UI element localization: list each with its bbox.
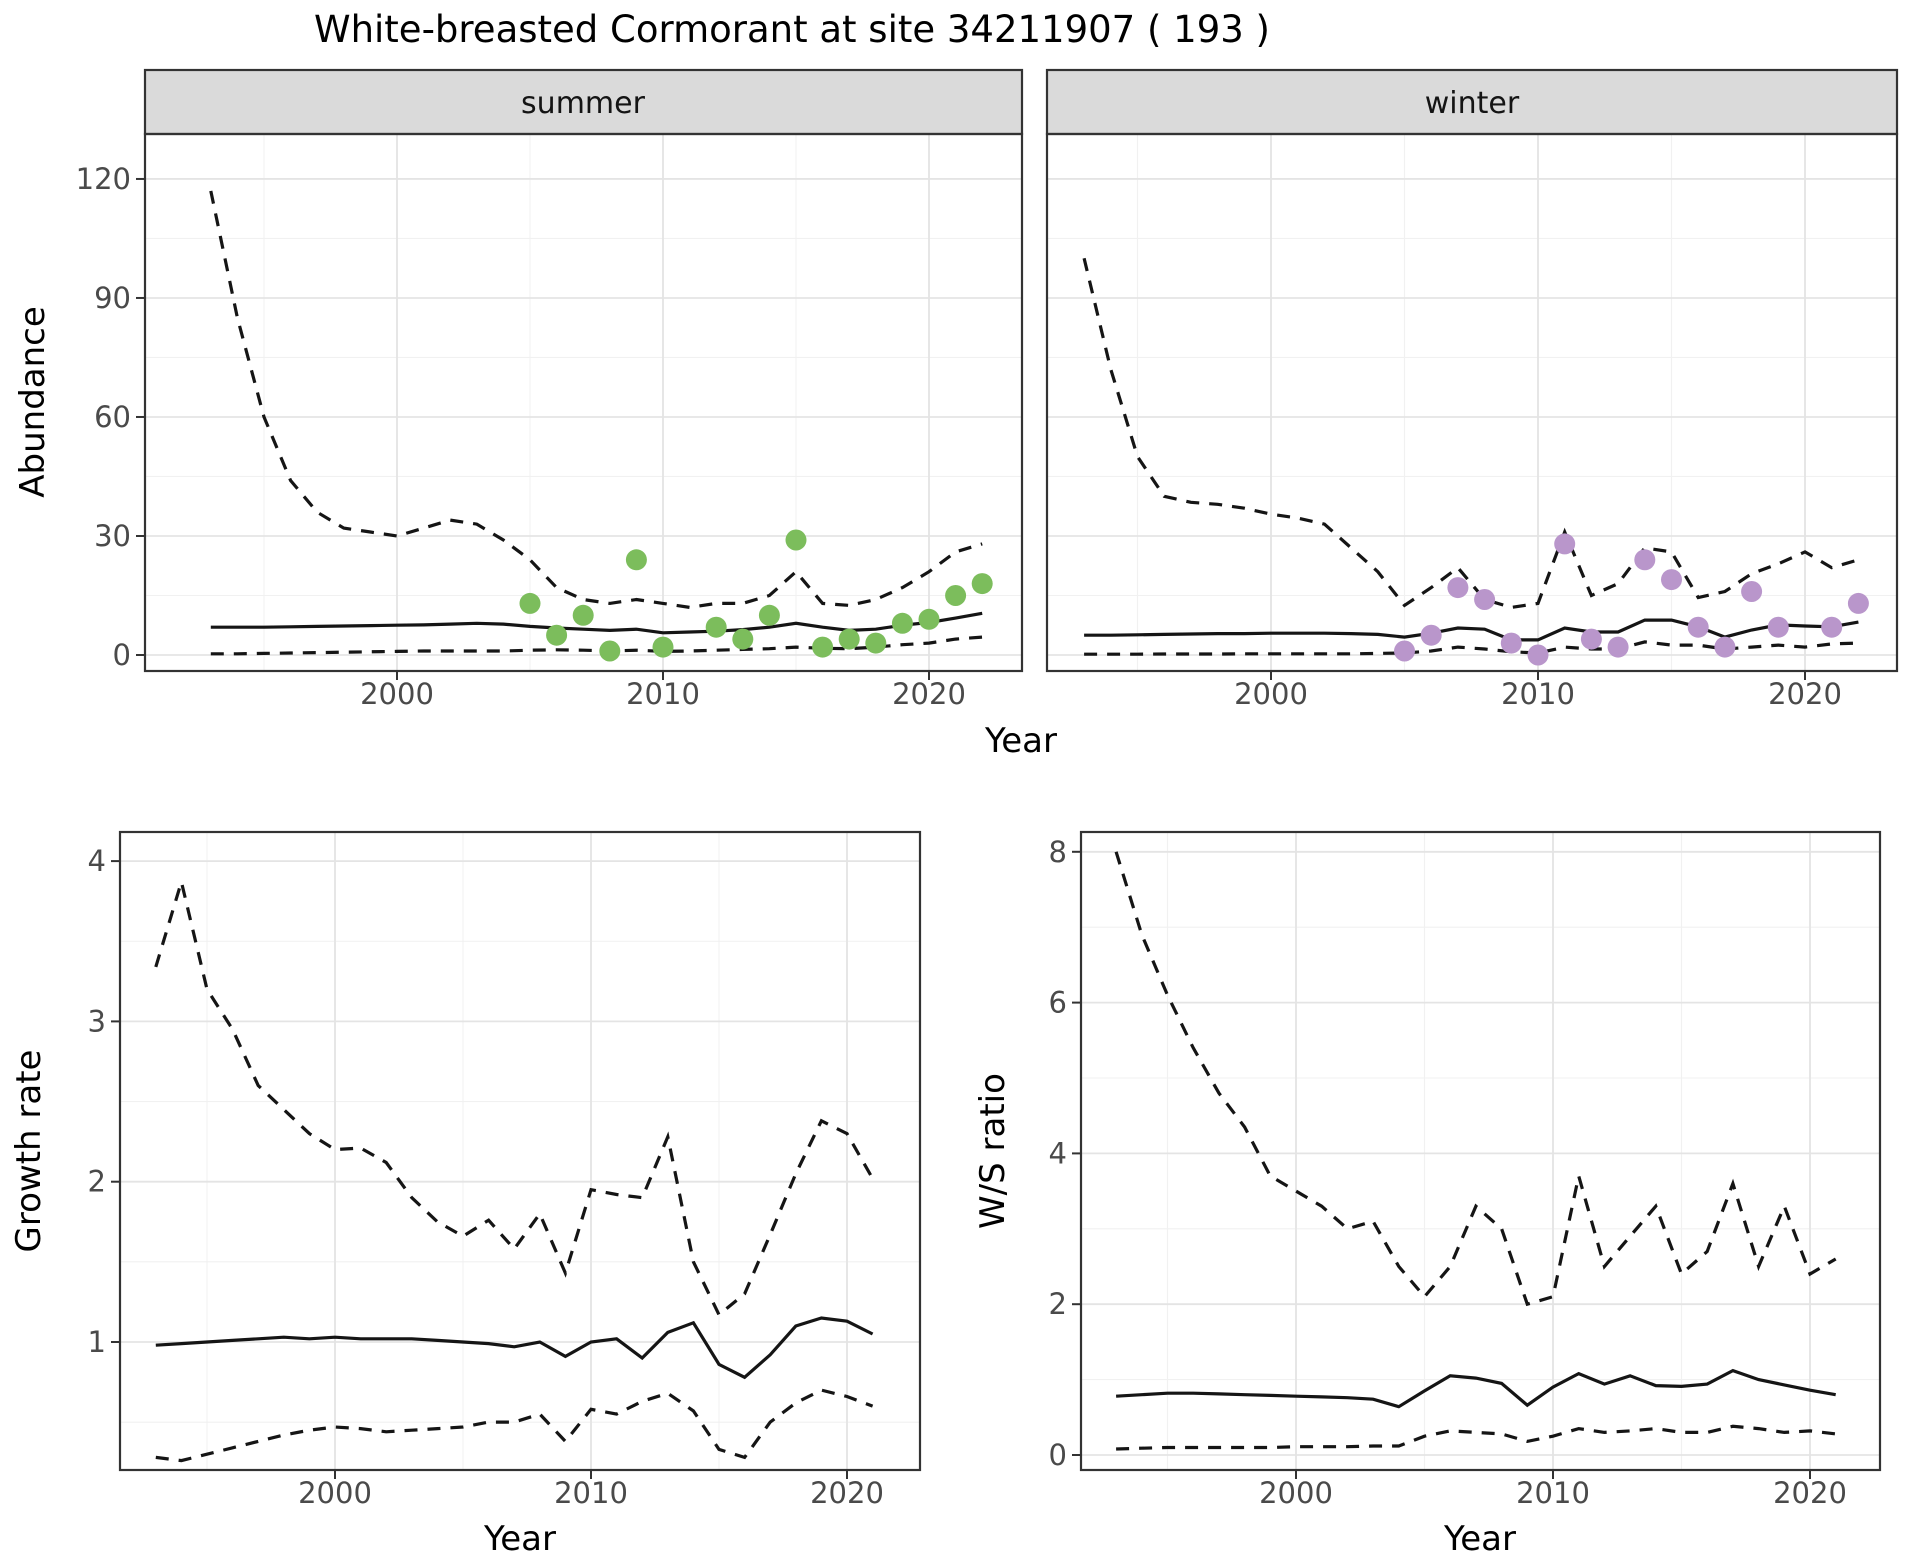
y-axis-tick-label: 6: [1049, 986, 1067, 1020]
y-axis-tick-label: 8: [1049, 835, 1067, 869]
abundance_summer-observation-point: [971, 573, 993, 595]
abundance_winter-observation-point: [1554, 533, 1576, 555]
abundance_summer-observation-point: [572, 604, 594, 626]
growth-year-axis-title: Year: [483, 1519, 556, 1559]
panel-background: [145, 134, 1022, 671]
abundance_winter-observation-point: [1634, 549, 1656, 571]
abundance_summer-observation-point: [838, 628, 860, 650]
x-axis-tick-label: 2020: [1768, 677, 1842, 711]
facet-strip-label-winter: winter: [1425, 86, 1520, 121]
x-axis-tick-label: 2010: [1516, 1476, 1590, 1510]
abundance_summer-observation-point: [732, 628, 754, 650]
y-axis-tick-label: 4: [88, 844, 106, 878]
abundance_winter-series: [1082, 257, 1869, 666]
panel-background: [120, 832, 920, 1470]
top-year-axis-title: Year: [984, 721, 1057, 761]
abundance_winter-observation-point: [1661, 569, 1682, 591]
x-axis-tick-label: 2000: [298, 1476, 372, 1510]
x-axis-tick-label: 2010: [554, 1476, 628, 1510]
abundance_summer-observation-point: [599, 640, 621, 662]
panel-border: [143, 132, 1024, 673]
panel-background: [1081, 832, 1880, 1470]
abundance_winter-observation-point: [1527, 644, 1549, 666]
y-axis-tick-label: 0: [1049, 1438, 1067, 1472]
abundance_summer-observation-point: [945, 585, 967, 606]
x-axis-tick-label: 2000: [1234, 677, 1308, 711]
abundance_winter-observation-point: [1474, 589, 1496, 610]
panel-background: [1047, 134, 1897, 671]
y-axis-tick-label: 1: [88, 1325, 106, 1359]
abundance-axis-title: Abundance: [13, 306, 53, 498]
y-axis-tick-label: 0: [113, 638, 131, 672]
x-axis-tick-label: 2010: [626, 677, 700, 711]
x-axis-tick-label: 2020: [810, 1476, 884, 1510]
y-axis-tick-label: 60: [94, 400, 131, 434]
abundance_winter-median-line: [1084, 618, 1859, 642]
x-axis-tick-label: 2020: [1773, 1476, 1847, 1510]
abundance_winter-upper-ci-line: [1082, 257, 1859, 610]
abundance_summer-observation-point: [705, 616, 727, 638]
abundance_summer-observation-point: [758, 604, 780, 626]
abundance_winter-observation-point: [1607, 636, 1629, 658]
abundance_winter-observation-point: [1447, 577, 1469, 599]
ws_ratio-lower-ci-line: [1116, 1424, 1836, 1451]
growth_rate-lower-ci-line: [155, 1388, 874, 1463]
abundance_summer-panel: 2000 2010 2020 0 30 60 90 120: [76, 68, 1024, 711]
abundance_winter-observation-point: [1500, 632, 1522, 654]
y-axis-tick-label: 30: [94, 519, 131, 553]
y-axis-tick-label: 3: [88, 1004, 106, 1038]
x-axis-tick-label: 2000: [1259, 1476, 1333, 1510]
abundance_summer-observation-point: [625, 549, 647, 571]
y-axis-tick-label: 2: [1049, 1287, 1067, 1321]
abundance_summer-observation-point: [519, 592, 541, 614]
abundance_winter-panel: 2000 2010 2020: [1045, 68, 1899, 711]
y-axis-tick-label: 2: [88, 1165, 106, 1199]
abundance_winter-observation-point: [1420, 624, 1442, 646]
abundance_winter-observation-point: [1714, 636, 1736, 658]
abundance_summer-observation-point: [652, 636, 674, 658]
ws_ratio-series: [1114, 851, 1837, 1451]
abundance_summer-observation-point: [785, 529, 807, 551]
ws-year-axis-title: Year: [1443, 1519, 1516, 1559]
y-axis-tick-label: 90: [94, 281, 131, 315]
abundance_summer-upper-ci-line: [209, 190, 983, 610]
abundance_summer-observation-point: [891, 612, 913, 634]
growth_rate-median-line: [155, 1316, 874, 1380]
x-axis-tick-label: 2010: [1501, 677, 1575, 711]
abundance_winter-observation-point: [1741, 581, 1763, 602]
abundance_winter-observation-point: [1767, 616, 1789, 638]
abundance_winter-observation-point: [1687, 616, 1709, 638]
facet-strip: [143, 68, 1024, 136]
abundance_summer-series: [209, 190, 993, 662]
abundance_summer-observation-point: [918, 608, 940, 630]
chart-title: White-breasted Cormorant at site 3421190…: [314, 8, 1270, 51]
panel-border: [1079, 830, 1882, 1472]
abundance_summer-observation-point: [812, 636, 834, 658]
growth_rate-upper-ci-line: [154, 875, 874, 1318]
abundance_winter-observation-point: [1847, 592, 1869, 614]
ws_ratio-panel: 2000 2010 2020 0 2 4 6 8: [1049, 830, 1882, 1510]
ws_ratio-median-line: [1116, 1368, 1836, 1409]
facet-strip: [1045, 68, 1899, 136]
panel-border: [1045, 132, 1899, 673]
abundance_summer-observation-point: [865, 632, 887, 654]
abundance_winter-observation-point: [1580, 628, 1602, 650]
growth_rate-panel: 2000 2010 2020 1 2 3 4: [88, 830, 922, 1510]
growth_rate-series: [154, 875, 874, 1463]
facet-strip-label-summer: summer: [521, 86, 646, 121]
panel-border: [118, 830, 922, 1472]
growth-rate-axis-title: Growth rate: [9, 1050, 49, 1253]
abundance_summer-observation-point: [546, 624, 568, 646]
abundance_winter-observation-point: [1821, 616, 1843, 638]
ws-ratio-axis-title: W/S ratio: [973, 1073, 1013, 1229]
abundance_winter-observation-point: [1394, 640, 1415, 662]
ws_ratio-upper-ci-line: [1114, 851, 1837, 1307]
y-axis-tick-label: 4: [1049, 1136, 1067, 1170]
y-axis-tick-label: 120: [76, 162, 131, 196]
x-axis-tick-label: 2020: [892, 677, 966, 711]
x-axis-tick-label: 2000: [360, 677, 434, 711]
